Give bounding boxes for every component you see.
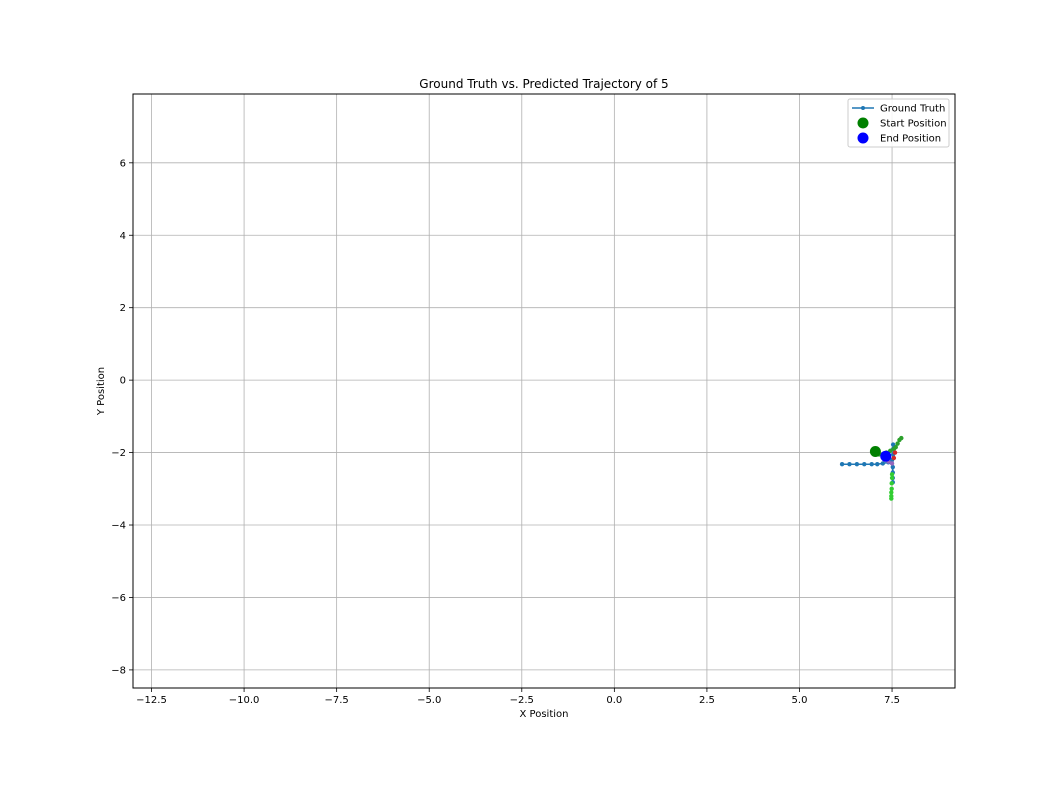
data-point xyxy=(889,472,895,477)
x-tick-label: −12.5 xyxy=(136,695,167,706)
x-tick-label: −2.5 xyxy=(510,695,534,706)
data-point xyxy=(869,461,874,467)
y-tick-label: 6 xyxy=(120,158,126,169)
y-tick-label: 0 xyxy=(120,376,126,387)
data-series xyxy=(839,435,904,501)
data-point xyxy=(889,461,895,466)
data-point xyxy=(891,455,897,461)
legend-marker-swatch xyxy=(857,117,869,129)
y-tick-label: −2 xyxy=(111,448,126,459)
data-point xyxy=(895,441,900,446)
y-tick-label: −6 xyxy=(111,593,126,604)
x-tick-label: 7.5 xyxy=(884,695,900,706)
data-point xyxy=(889,496,894,501)
x-tick-label: 0.0 xyxy=(606,695,622,706)
y-tick-label: 4 xyxy=(120,231,126,242)
y-tick-label: 2 xyxy=(120,303,126,314)
data-point xyxy=(862,461,867,467)
legend-marker-swatch xyxy=(857,132,869,144)
grid-lines xyxy=(133,94,955,688)
legend-label: Ground Truth xyxy=(880,104,945,115)
plot-frame xyxy=(132,93,956,689)
data-point xyxy=(890,464,895,470)
x-tick-label: −7.5 xyxy=(325,695,349,706)
legend-entry: End Position xyxy=(857,132,941,145)
x-axis-label: X Position xyxy=(520,709,569,720)
data-point xyxy=(839,461,845,467)
y-tick-label: −8 xyxy=(111,665,126,676)
data-point xyxy=(893,444,898,450)
data-point xyxy=(892,450,898,455)
data-point xyxy=(889,481,894,486)
x-tick-label: −5.0 xyxy=(417,695,441,706)
legend-entry: Ground Truth xyxy=(852,104,945,115)
y-tick-label: −4 xyxy=(111,521,126,532)
legend: Ground Truth Start Position End Position xyxy=(847,98,950,148)
legend-entry: Start Position xyxy=(857,117,947,130)
legend-box xyxy=(847,98,950,148)
legend-label: End Position xyxy=(880,134,941,145)
x-tick-label: 5.0 xyxy=(792,695,808,706)
data-point xyxy=(880,461,885,466)
y-axis-label: Y Position xyxy=(96,367,107,416)
axis-ticks: −12.5 −10.0 −7.5 −5.0 −2.5 0.0 2.5 5.0 7.5 −8 −6 −4… xyxy=(111,158,900,706)
series-4 xyxy=(891,450,898,461)
data-point xyxy=(889,486,894,491)
data-point xyxy=(847,461,852,467)
x-tick-label: −10.0 xyxy=(229,695,260,706)
legend-marker-swatch xyxy=(861,106,865,110)
data-point xyxy=(875,461,880,467)
data-point xyxy=(899,435,904,441)
series-2 xyxy=(889,472,895,501)
data-point xyxy=(889,490,894,495)
legend-label: Start Position xyxy=(880,119,947,130)
data-point xyxy=(889,475,895,481)
end-position-marker xyxy=(880,450,892,462)
data-point xyxy=(854,461,860,467)
x-tick-label: 2.5 xyxy=(699,695,715,706)
start-position-marker xyxy=(869,445,881,457)
chart-title: Ground Truth vs. Predicted Trajectory of… xyxy=(419,77,668,91)
